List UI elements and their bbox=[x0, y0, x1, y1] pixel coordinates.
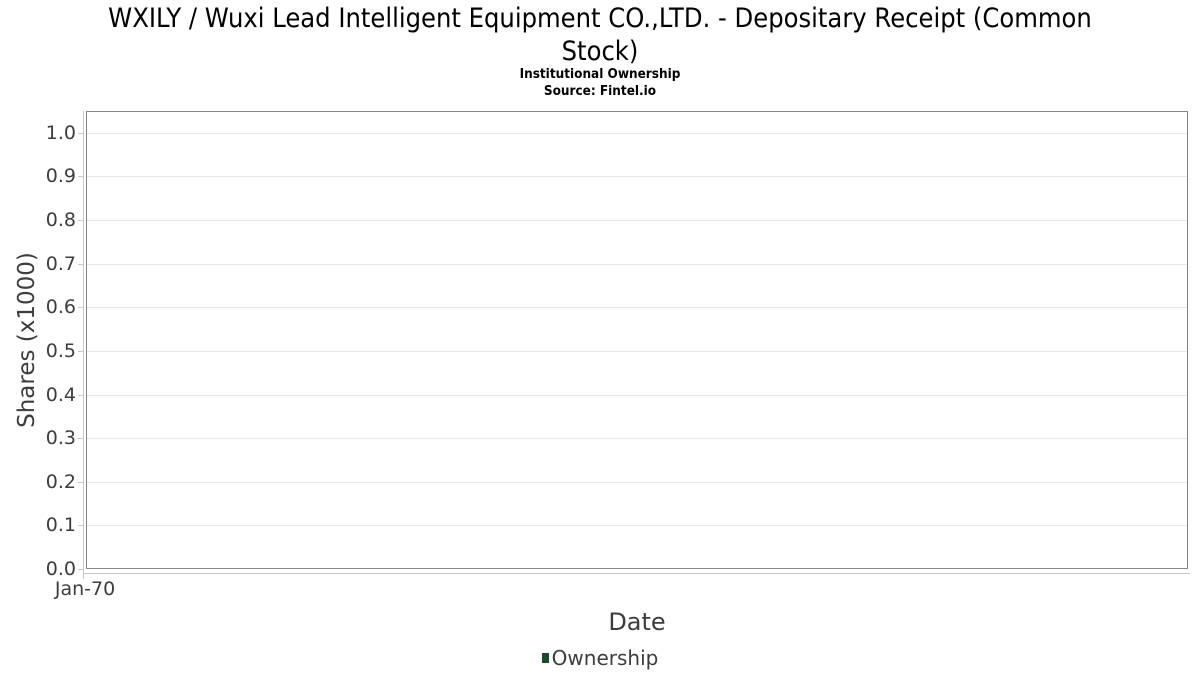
chart-subtitle: Institutional Ownership bbox=[519, 67, 681, 82]
y-tick-mark bbox=[78, 220, 83, 221]
y-tick-label: 0.7 bbox=[45, 253, 76, 275]
y-axis-ticks bbox=[78, 111, 83, 571]
y-tick-label: 0.8 bbox=[45, 209, 76, 231]
y-tick-label: 0.6 bbox=[45, 296, 76, 318]
y-tick-label: 0.5 bbox=[45, 340, 76, 362]
y-tick-mark bbox=[78, 176, 83, 177]
y-tick-mark bbox=[78, 482, 83, 483]
y-tick-mark bbox=[78, 351, 83, 352]
y-tick-mark bbox=[78, 395, 83, 396]
y-tick-label: 0.9 bbox=[45, 165, 76, 187]
gridline bbox=[87, 307, 1187, 308]
y-tick-mark bbox=[78, 264, 83, 265]
x-axis-line bbox=[83, 573, 1190, 574]
y-tick-label: 1.0 bbox=[45, 122, 76, 144]
legend-label: Ownership bbox=[551, 646, 659, 670]
y-tick-mark bbox=[78, 525, 83, 526]
gridline bbox=[87, 351, 1187, 352]
gridline bbox=[87, 133, 1187, 134]
y-axis-labels: 0.0 0.1 0.2 0.3 0.4 0.5 0.6 0.7 0.8 0.9 1.0 bbox=[0, 111, 76, 580]
y-tick-label: 0.4 bbox=[45, 384, 76, 406]
legend-marker-icon bbox=[541, 653, 549, 663]
plot-area bbox=[86, 111, 1188, 569]
chart-title: WXILY / Wuxi Lead Intelligent Equipment … bbox=[0, 2, 1200, 68]
y-tick-label: 0.2 bbox=[45, 471, 76, 493]
chart-source: Source: Fintel.io bbox=[543, 84, 657, 99]
y-axis-line bbox=[83, 111, 84, 573]
gridline bbox=[87, 482, 1187, 483]
gridline bbox=[87, 525, 1187, 526]
y-tick-label: 0.1 bbox=[45, 514, 76, 536]
gridline bbox=[87, 220, 1187, 221]
y-tick-mark bbox=[78, 569, 83, 570]
chart-title-line1: WXILY / Wuxi Lead Intelligent Equipment … bbox=[108, 3, 1092, 34]
gridline bbox=[87, 176, 1187, 177]
y-tick-mark bbox=[78, 307, 83, 308]
gridline bbox=[87, 395, 1187, 396]
gridline bbox=[87, 264, 1187, 265]
x-tick-mark bbox=[83, 574, 84, 579]
y-tick-mark bbox=[78, 133, 83, 134]
x-axis-title: Date bbox=[608, 608, 666, 636]
x-tick-label: Jan-70 bbox=[54, 578, 116, 600]
chart-title-line2: Stock) bbox=[561, 36, 639, 67]
legend-item-ownership[interactable]: Ownership bbox=[541, 646, 659, 670]
y-tick-label: 0.3 bbox=[45, 427, 76, 449]
y-tick-label: 0.0 bbox=[45, 558, 76, 580]
y-tick-mark bbox=[78, 438, 83, 439]
gridline bbox=[87, 438, 1187, 439]
legend: Ownership bbox=[0, 646, 1200, 670]
